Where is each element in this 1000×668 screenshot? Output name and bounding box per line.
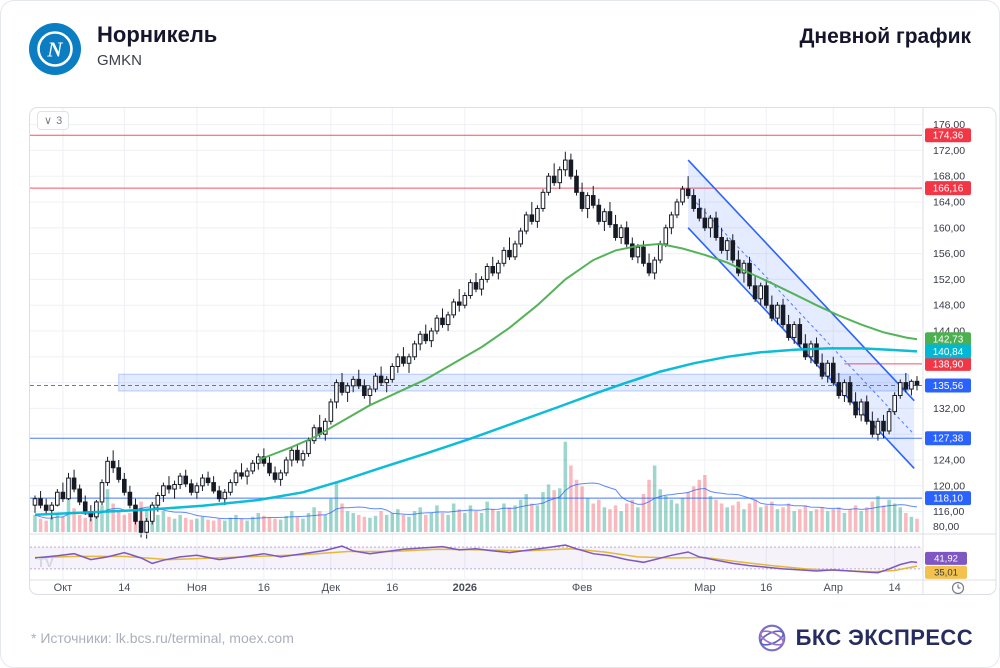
- svg-text:Фев: Фев: [572, 582, 592, 594]
- svg-text:124,00: 124,00: [933, 455, 965, 467]
- svg-text:Ноя: Ноя: [187, 582, 207, 594]
- svg-text:160,00: 160,00: [933, 222, 965, 234]
- header: N Норникель GMKN Дневной график: [29, 22, 971, 75]
- svg-text:172,00: 172,00: [933, 145, 965, 157]
- footer: * Источники: lk.bcs.ru/terminal, moex.co…: [31, 623, 973, 653]
- svg-text:176,00: 176,00: [933, 119, 965, 131]
- indicators-count: 3: [56, 114, 63, 127]
- svg-text:118,10: 118,10: [933, 494, 963, 505]
- svg-text:16: 16: [386, 582, 398, 594]
- svg-text:164,00: 164,00: [933, 197, 965, 209]
- svg-text:Дек: Дек: [322, 582, 341, 594]
- price-axis[interactable]: 176,00 172,00 168,00 164,00 160,00 156,00 152,…: [925, 119, 971, 533]
- svg-text:35,01: 35,01: [934, 567, 958, 578]
- chevron-down-icon: ∨: [44, 115, 53, 127]
- bks-brand-text: БКС ЭКСПРЕСС: [795, 625, 973, 650]
- svg-text:14: 14: [889, 582, 901, 594]
- svg-text:142,73: 142,73: [933, 335, 964, 346]
- svg-text:138,90: 138,90: [933, 359, 964, 370]
- svg-text:152,00: 152,00: [933, 274, 965, 286]
- indicators-collapsed-toggle[interactable]: ∨ 3: [37, 111, 70, 130]
- svg-text:168,00: 168,00: [933, 171, 965, 183]
- svg-text:135,56: 135,56: [933, 381, 964, 392]
- svg-text:132,00: 132,00: [933, 403, 965, 415]
- svg-text:148,00: 148,00: [933, 300, 965, 312]
- timeframe-title: Дневной график: [799, 25, 971, 48]
- svg-text:Апр: Апр: [824, 582, 843, 594]
- svg-text:80,00: 80,00: [933, 521, 959, 533]
- source-note: * Источники: lk.bcs.ru/terminal, moex.co…: [31, 630, 294, 646]
- time-axis[interactable]: Окт 14 Ноя 16 Дек 16 2026 Фев Мар 16 Апр 14: [54, 582, 901, 594]
- svg-text:14: 14: [118, 582, 130, 594]
- svg-text:16: 16: [760, 582, 772, 594]
- svg-text:16: 16: [258, 582, 270, 594]
- bks-globe-icon: [758, 624, 785, 652]
- nornickel-logo: N: [29, 23, 81, 75]
- svg-text:Мар: Мар: [694, 582, 716, 594]
- svg-text:116,00: 116,00: [933, 506, 964, 518]
- ticker-label: GMKN: [97, 52, 142, 70]
- chart-frame: [29, 107, 997, 595]
- bks-express-logo: БКС ЭКСПРЕСС: [757, 623, 973, 653]
- svg-text:120,00: 120,00: [933, 480, 965, 492]
- svg-text:140,84: 140,84: [933, 347, 964, 358]
- svg-text:N: N: [46, 38, 63, 62]
- price-levels[interactable]: [30, 134, 922, 499]
- svg-text:174,36: 174,36: [933, 131, 964, 142]
- candles-layer: [32, 151, 920, 539]
- svg-text:127,38: 127,38: [933, 434, 964, 445]
- channel-drawing[interactable]: [687, 159, 915, 469]
- svg-text:2026: 2026: [453, 582, 477, 594]
- page-title: Норникель: [97, 22, 218, 47]
- svg-text:166,16: 166,16: [933, 184, 964, 195]
- svg-text:Окт: Окт: [54, 582, 73, 594]
- axis-clock-icon[interactable]: [951, 581, 965, 595]
- svg-text:41,92: 41,92: [934, 553, 958, 564]
- rsi-pane[interactable]: TV 41,92 35,01: [30, 544, 967, 579]
- svg-text:156,00: 156,00: [933, 248, 965, 260]
- volume-layer: [33, 441, 919, 532]
- moving-averages: [34, 242, 918, 517]
- support-zone-drawing[interactable]: [118, 373, 910, 392]
- tradingview-watermark: TV: [37, 555, 54, 570]
